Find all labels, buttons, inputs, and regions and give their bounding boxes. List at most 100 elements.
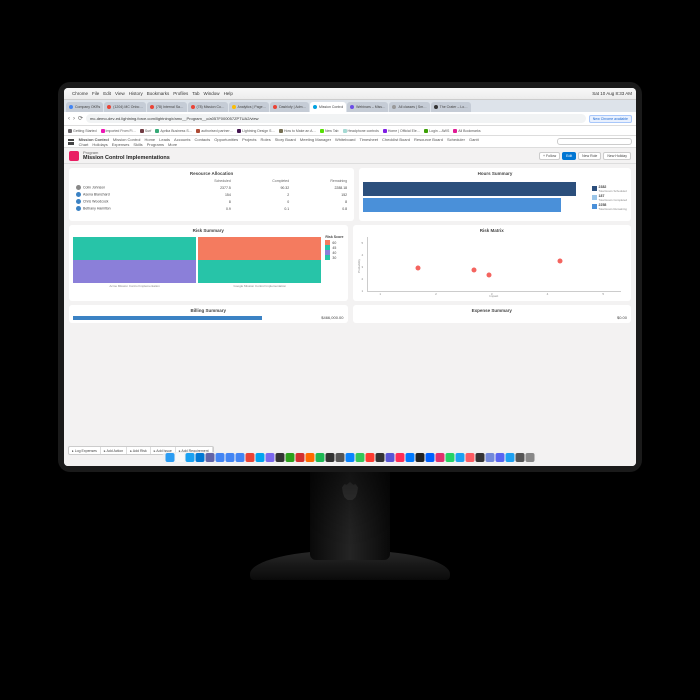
header-button[interactable]: New Holiday [603,152,631,160]
bookmark-item[interactable]: authorised partner… [196,129,233,133]
address-bar[interactable]: mc-demo-dev-ed.lightning.force.com/light… [86,114,586,123]
browser-tab[interactable]: Mission Control [310,102,346,112]
menu-history[interactable]: History [129,91,143,96]
nav-item[interactable]: Expenses [112,142,130,147]
dock-app-icon[interactable] [206,453,215,462]
dock-app-icon[interactable] [486,453,495,462]
nav-item[interactable]: Resource Board [414,137,443,142]
header-button[interactable]: Edit [562,152,576,160]
dock-app-icon[interactable] [526,453,535,462]
dock-app-icon[interactable] [216,453,225,462]
dock-app-icon[interactable] [196,453,205,462]
browser-tab[interactable]: All classes | Sm… [389,102,429,112]
dock-app-icon[interactable] [356,453,365,462]
dock-app-icon[interactable] [276,453,285,462]
browser-tab[interactable]: (1204) MC Onbo… [104,102,146,112]
nav-item[interactable]: Roles [261,137,271,142]
dock-app-icon[interactable] [416,453,425,462]
dock-app-icon[interactable] [366,453,375,462]
nav-item[interactable]: Scheduler [447,137,465,142]
browser-tab[interactable]: The Crater – Lo… [431,102,471,112]
nav-item[interactable]: Skills [133,142,142,147]
browser-tab[interactable]: Webinars – Miss… [347,102,388,112]
dock-app-icon[interactable] [226,453,235,462]
forward-button[interactable]: › [73,116,75,122]
nav-item[interactable]: Whiteboard [335,137,355,142]
dock-app-icon[interactable] [496,453,505,462]
dock-app-icon[interactable] [466,453,475,462]
menu-help[interactable]: Help [224,91,233,96]
dock-app-icon[interactable] [446,453,455,462]
bookmark-item[interactable]: All Bookmarks [453,129,480,133]
bookmark-item[interactable]: Lightning Design S… [237,129,275,133]
app-launcher-icon[interactable] [68,139,74,145]
bookmark-item[interactable]: Login – AWS [424,129,449,133]
dock-app-icon[interactable] [406,453,415,462]
dock-app-icon[interactable] [316,453,325,462]
dock-app-icon[interactable] [286,453,295,462]
dock-app-icon[interactable] [186,453,195,462]
nav-item[interactable]: Projects [242,137,256,142]
browser-tab[interactable]: (78) Mission Co… [188,102,228,112]
nav-item[interactable]: Story Board [275,137,296,142]
menu-edit[interactable]: Edit [103,91,111,96]
bookmark-item[interactable]: Imported From Fi… [101,129,136,133]
dock-app-icon[interactable] [236,453,245,462]
menu-profiles[interactable]: Profiles [173,91,188,96]
dock-app-icon[interactable] [436,453,445,462]
browser-tab[interactable]: Analytics | Page… [229,102,270,112]
action-button[interactable]: ▸ Log Expenses [69,447,101,454]
nav-item[interactable]: Home [144,137,155,142]
bookmark-item[interactable]: New Tab [320,129,339,133]
dock-app-icon[interactable] [426,453,435,462]
nav-item[interactable]: Opportunities [214,137,238,142]
nav-item[interactable]: Contacts [194,137,210,142]
back-button[interactable]: ‹ [68,116,70,122]
nav-item[interactable]: Leads [159,137,170,142]
nav-item[interactable]: Holidays [92,142,107,147]
dock-app-icon[interactable] [246,453,255,462]
dock-app-icon[interactable] [376,453,385,462]
bookmark-item[interactable]: Aprika Business S… [155,129,192,133]
action-button[interactable]: ▸ Add Risk [127,447,151,454]
new-chrome-badge[interactable]: New Chrome available [589,115,632,123]
dock-app-icon[interactable] [346,453,355,462]
bookmark-item[interactable]: Surf [140,129,151,133]
nav-item[interactable]: More [168,142,177,147]
bookmark-item[interactable]: How to Make an A… [279,129,316,133]
bookmark-item[interactable]: Home | Official Ele… [383,129,420,133]
bookmark-item[interactable]: Getting Started [68,129,97,133]
browser-tab[interactable]: Company OKRs [66,102,103,112]
salesforce-search[interactable] [557,138,632,145]
action-button[interactable]: ▸ Add Action [101,447,127,454]
dock-app-icon[interactable] [386,453,395,462]
dock-app-icon[interactable] [516,453,525,462]
dock-app-icon[interactable] [506,453,515,462]
menu-tab[interactable]: Tab [192,91,199,96]
menu-bookmarks[interactable]: Bookmarks [147,91,170,96]
browser-tab[interactable]: (78) Internal Sa… [147,102,187,112]
browser-tab[interactable]: Dashlofy | Adm… [270,102,309,112]
nav-item[interactable]: Mission Control [113,137,141,142]
dock-app-icon[interactable] [476,453,485,462]
dock-app-icon[interactable] [176,453,185,462]
menu-file[interactable]: File [92,91,99,96]
header-button[interactable]: + Follow [539,152,560,160]
dock-app-icon[interactable] [326,453,335,462]
bookmark-item[interactable]: Headphone controls [343,129,379,133]
reload-button[interactable]: ⟳ [78,115,83,122]
menu-view[interactable]: View [115,91,125,96]
menu-window[interactable]: Window [204,91,220,96]
dock-app-icon[interactable] [166,453,175,462]
header-button[interactable]: New Role [578,152,601,160]
nav-item[interactable]: Accounts [174,137,190,142]
dock-app-icon[interactable] [396,453,405,462]
nav-item[interactable]: Meeting Manager [300,137,331,142]
dock-app-icon[interactable] [296,453,305,462]
nav-item[interactable]: Programs [147,142,164,147]
dock-app-icon[interactable] [306,453,315,462]
nav-item[interactable]: Mission Control [79,137,109,142]
menu-chrome[interactable]: Chrome [72,91,88,96]
nav-item[interactable]: Timesheet [360,137,379,142]
dock-app-icon[interactable] [456,453,465,462]
